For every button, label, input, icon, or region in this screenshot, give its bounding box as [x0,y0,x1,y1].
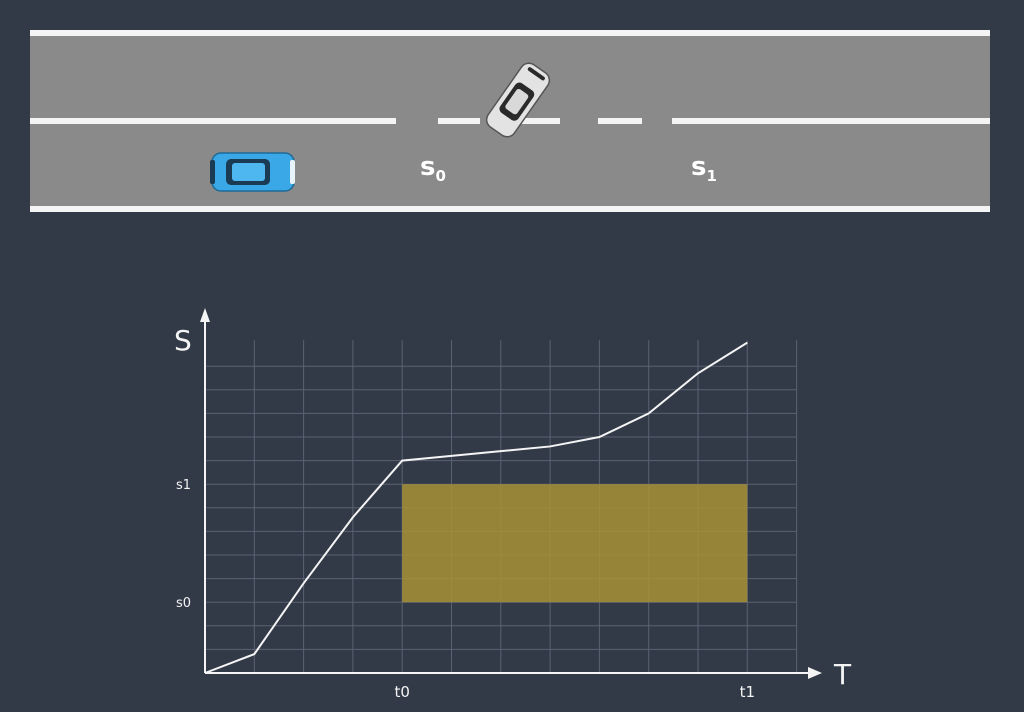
x-tick-label: t0 [394,683,409,701]
x-tick-label: t1 [740,683,755,701]
road-edge-bottom [30,206,990,212]
x-axis-arrow [808,667,822,679]
lane-divider [30,118,990,124]
y-tick-label: s0 [176,596,191,611]
y-axis [200,308,210,673]
road-label-s0: s0 [420,152,446,185]
y-tick-label: s1 [176,478,191,493]
y-axis-label: S [174,324,192,357]
road-label-s1: s1 [691,152,717,185]
ego-car [210,152,295,192]
st-curve [204,341,748,674]
blocked-region [402,484,748,603]
y-axis-arrow [200,308,210,322]
merging-car [485,62,551,138]
x-tick-labels: t0 t1 [394,683,755,701]
y-tick-labels: s0 s1 [176,478,191,611]
road-edge-top [30,30,990,36]
x-axis-label: T [833,658,852,691]
x-axis [205,667,822,679]
road-scene [30,30,990,212]
